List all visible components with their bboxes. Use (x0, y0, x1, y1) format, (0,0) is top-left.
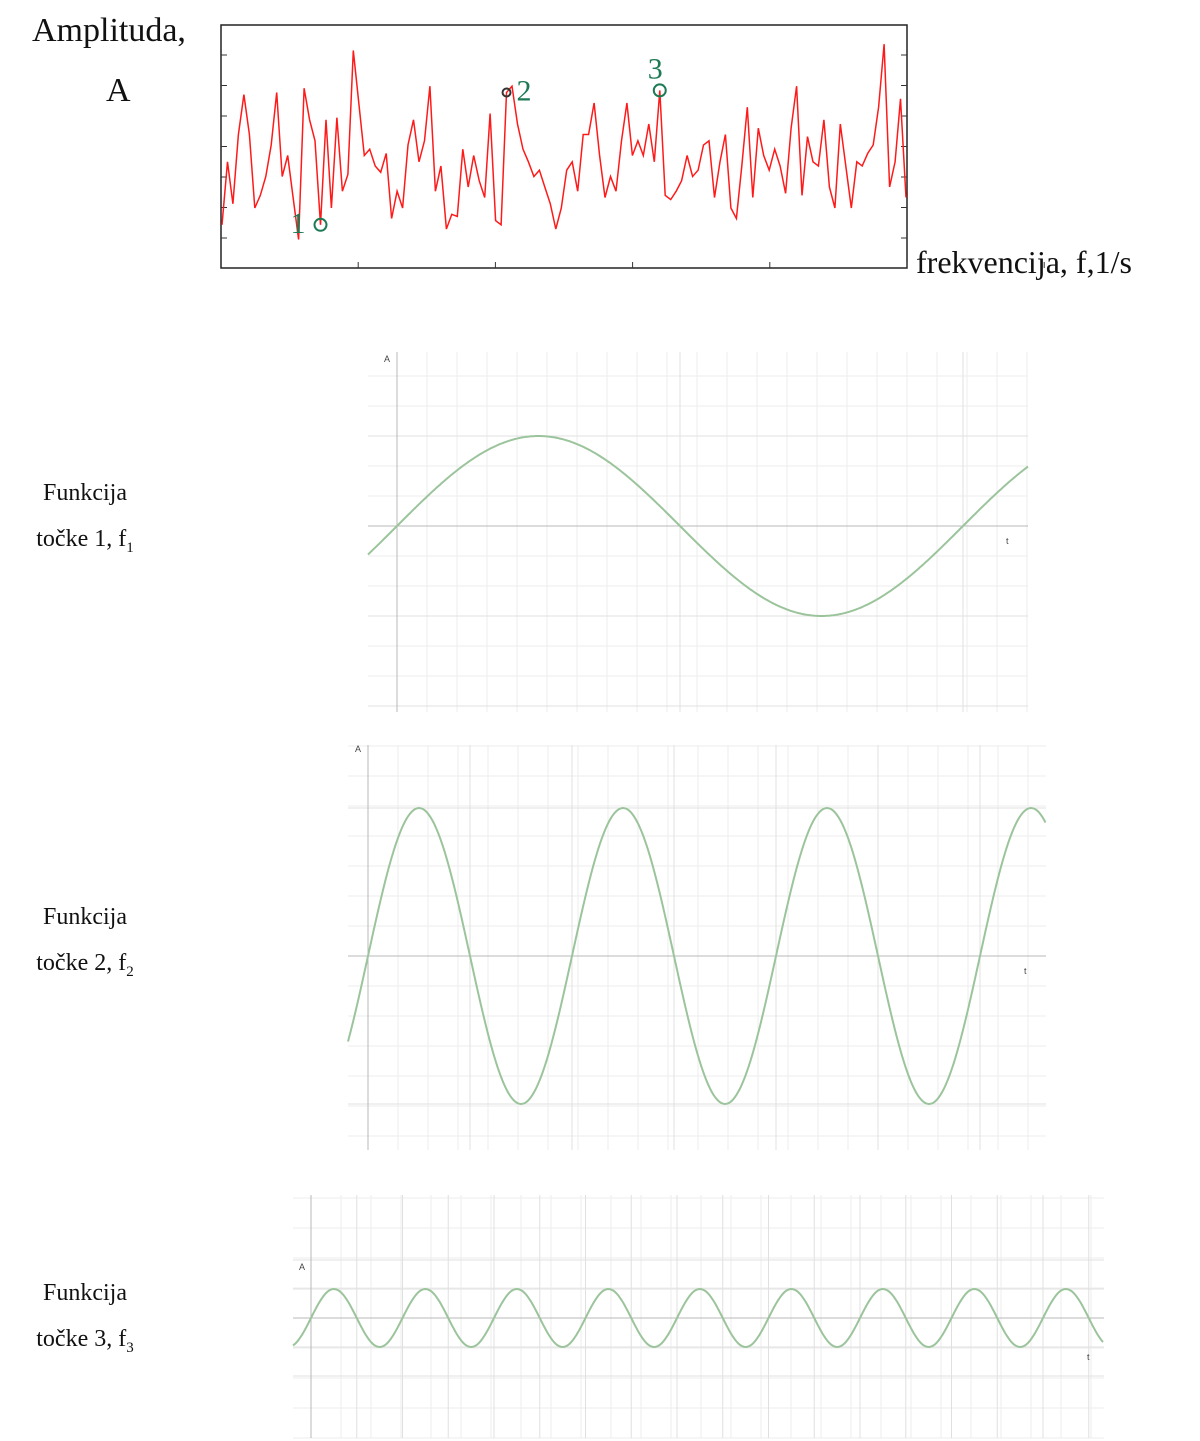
function-label-1-subscript: 1 (126, 539, 134, 556)
spectrum-chart: 1 2 3 (220, 24, 1045, 269)
spectrum-marker-label-2: 2 (517, 75, 532, 108)
function-label-2-line2: točke 2, f (36, 950, 127, 976)
function-plot-3-grid (293, 1195, 1104, 1439)
spectrum-markers: 1 2 3 (290, 52, 667, 240)
function-plot-3-y-label: A (299, 1262, 305, 1272)
function-plot-2-y-label: A (355, 744, 361, 754)
function-plot-3-x-label: t (1087, 1352, 1090, 1362)
spectrum-marker-2 (501, 87, 512, 98)
function-label-3: Funkcija točke 3, f3 (0, 1270, 170, 1371)
spectrum-ticks (221, 54, 1045, 268)
function-plot-1-grid (368, 352, 1028, 712)
function-plot-2: A t (347, 744, 1047, 1150)
function-label-2-subscript: 2 (126, 963, 134, 980)
function-label-3-subscript: 3 (126, 1339, 134, 1356)
spectrum-x-label: frekvencija, f,1/s (916, 244, 1132, 280)
function-plot-1-y-label: A (384, 354, 390, 364)
function-plot-1: A t (367, 352, 1029, 712)
spectrum-line (221, 44, 907, 240)
function-label-2: Funkcija točke 2, f2 (0, 894, 170, 995)
function-plot-1-wave (367, 435, 1029, 617)
function-plot-2-grid (348, 745, 1046, 1150)
function-plot-3-wave (292, 1287, 1104, 1349)
function-label-2-line1: Funkcija (43, 904, 127, 930)
function-plot-2-x-label: t (1024, 966, 1027, 976)
spectrum-marker-label-3: 3 (648, 52, 663, 85)
function-label-1-line1: Funkcija (43, 480, 127, 506)
function-plot-3: A t (292, 1195, 1104, 1439)
spectrum-marker-label-1: 1 (290, 207, 305, 240)
function-plot-1-x-label: t (1006, 536, 1009, 546)
function-label-3-line1: Funkcija (43, 1280, 127, 1306)
spectrum-y-label-line1: Amplituda, (32, 12, 186, 49)
spectrum-marker-3 (652, 83, 667, 98)
function-label-1: Funkcija točke 1, f1 (0, 470, 170, 571)
function-label-1-line2: točke 1, f (36, 526, 127, 552)
function-label-3-line2: točke 3, f (36, 1326, 127, 1352)
spectrum-y-label-line2: A (106, 72, 131, 109)
spectrum-marker-1 (313, 217, 328, 232)
function-plot-2-wave (347, 806, 1047, 1106)
